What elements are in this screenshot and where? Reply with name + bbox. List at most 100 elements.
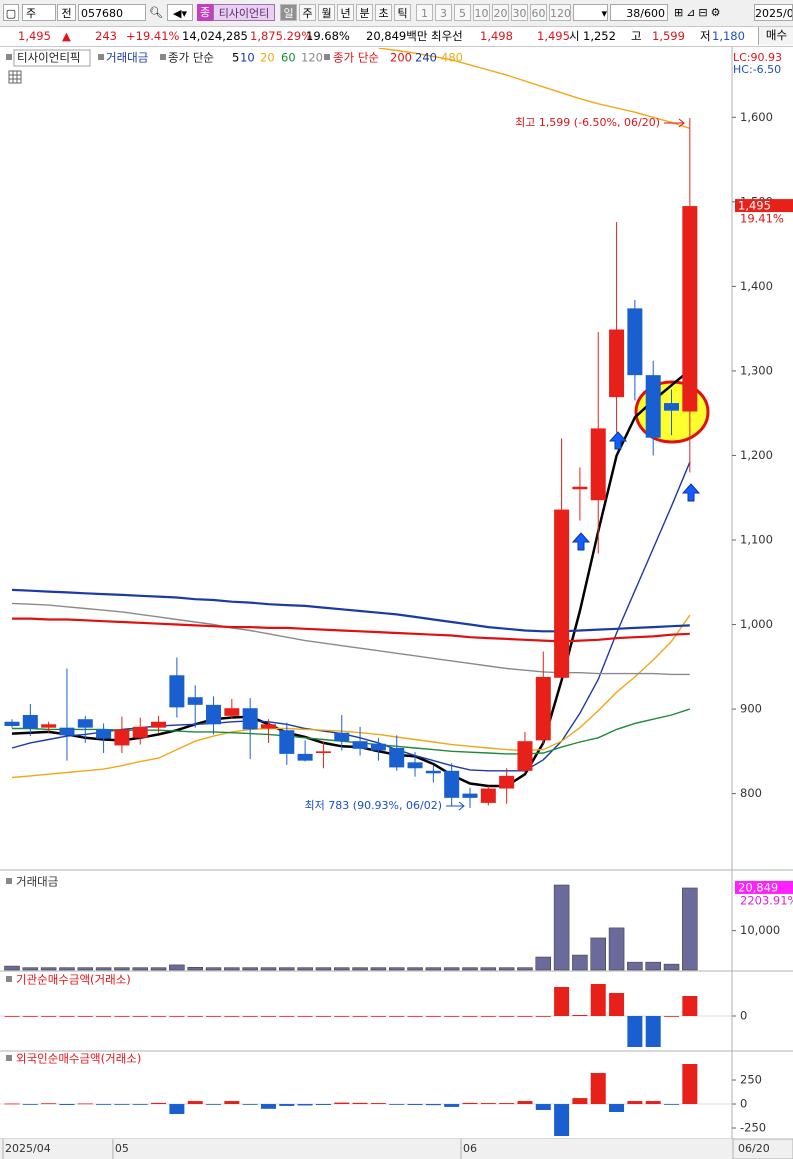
count[interactable]: 38/600 (610, 4, 668, 21)
candle-body (664, 403, 680, 411)
bar (59, 1016, 75, 1017)
interval-button[interactable]: 30 (511, 4, 528, 21)
bar (535, 1016, 551, 1017)
bar (132, 1016, 148, 1017)
bar (150, 967, 167, 971)
amount: 20,849백만 (366, 29, 428, 43)
bar (169, 964, 185, 971)
candle-body (682, 206, 698, 412)
period-button[interactable]: 틱 (394, 4, 411, 21)
period-button[interactable]: 초 (375, 4, 392, 21)
last-price-box (735, 199, 793, 213)
bar (425, 1104, 441, 1106)
candle-body (480, 788, 496, 803)
bar (297, 967, 313, 971)
lc-label: LC:90.93 (733, 51, 782, 64)
interval-button[interactable]: 120 (549, 4, 571, 21)
chart: 거래대금 기관순매수금액(거래소) 외국인순매수금액(거래소) 800 900 1,… (0, 47, 793, 1159)
bar (608, 927, 625, 971)
window-icon[interactable]: ▢ (3, 4, 19, 21)
badge: 종 (197, 4, 213, 21)
bar (480, 1103, 496, 1105)
bar (22, 967, 39, 971)
candle-body (206, 704, 222, 725)
bar (480, 967, 497, 971)
rate: +19.41% (126, 29, 180, 43)
bar (462, 1016, 478, 1017)
bar (352, 1102, 368, 1105)
bar (132, 967, 148, 971)
bar (444, 1016, 460, 1017)
price: 1,495 (18, 29, 51, 43)
y-tick-label: 250 (740, 1073, 762, 1087)
last-rate-label: 19.41% (740, 212, 784, 226)
interval-button[interactable]: 3 (435, 4, 452, 21)
bar (96, 1016, 112, 1017)
bar (352, 1016, 368, 1017)
legend-title-box[interactable] (13, 49, 91, 67)
y-tick-label: 800 (740, 786, 762, 800)
bar (572, 954, 588, 971)
low-note-arrow (446, 801, 465, 811)
interval-button[interactable]: 5 (454, 4, 471, 21)
period-button[interactable]: 분 (356, 4, 373, 21)
period-button[interactable]: 주 (299, 4, 316, 21)
bar (407, 967, 423, 971)
date-input[interactable]: 2025/0 (754, 4, 793, 21)
candle-body (315, 751, 331, 754)
interval-button[interactable]: 20 (492, 4, 509, 21)
volume-rate: 1,875.29% (250, 29, 313, 43)
search-icon[interactable]: 🔍︎ (149, 6, 163, 19)
bar (59, 1104, 75, 1105)
bar (554, 1104, 570, 1136)
high: 1,599 (652, 29, 685, 43)
candle-body (169, 675, 185, 708)
moving-average (378, 48, 691, 129)
bar (480, 1016, 496, 1017)
bar (553, 884, 570, 971)
bar (352, 967, 368, 971)
bar (535, 1104, 551, 1110)
candle-body (389, 747, 405, 768)
bar (389, 1104, 405, 1105)
interval-button[interactable]: 10 (473, 4, 490, 21)
buy-button[interactable]: 매수 (758, 27, 793, 45)
prev-button[interactable]: 전 (57, 4, 76, 21)
candle-body (370, 743, 386, 751)
toolbar: ▢ 주 전 057680 🔍︎ ◀▾ 종 티사이언티 일 주 월 년 분 초 틱… (0, 0, 793, 27)
grid-icon[interactable] (8, 70, 22, 84)
legend-entry: 20 (260, 51, 275, 65)
panel-title: 기관순매수금액(거래소) (16, 973, 131, 987)
stock-name[interactable]: 티사이언티 (213, 4, 275, 21)
bar (425, 967, 442, 971)
bar (260, 1016, 276, 1017)
candle-body (4, 721, 20, 726)
low: 1,180 (712, 29, 745, 43)
tool-icons[interactable]: ⊞⊿⊟⚙ (674, 6, 724, 19)
dropdown[interactable]: ▾ (573, 4, 608, 21)
bar (498, 967, 515, 971)
bar (40, 967, 57, 971)
interval-button[interactable]: 60 (530, 4, 547, 21)
interval-button[interactable]: 1 (416, 4, 433, 21)
period-button[interactable]: 년 (337, 4, 354, 21)
panel-title: 거래대금 (16, 875, 58, 889)
market-select[interactable]: 주 (22, 4, 56, 21)
bar (242, 1104, 258, 1105)
candle-body (297, 753, 313, 761)
y-tick-label: 900 (740, 702, 762, 716)
panel-icon (6, 878, 12, 884)
period-button[interactable]: 월 (318, 4, 335, 21)
bar (645, 1101, 661, 1105)
legend-icon (160, 54, 166, 60)
code-input[interactable]: 057680 (78, 4, 146, 21)
bar (279, 1104, 295, 1106)
bar (682, 1063, 698, 1105)
sound-icon[interactable]: ◀▾ (167, 4, 193, 21)
candle-body (151, 721, 167, 728)
bar (664, 1104, 680, 1105)
bar (169, 1104, 185, 1115)
period-button[interactable]: 일 (280, 4, 297, 21)
bar (279, 1016, 295, 1017)
moving-average (11, 588, 690, 633)
